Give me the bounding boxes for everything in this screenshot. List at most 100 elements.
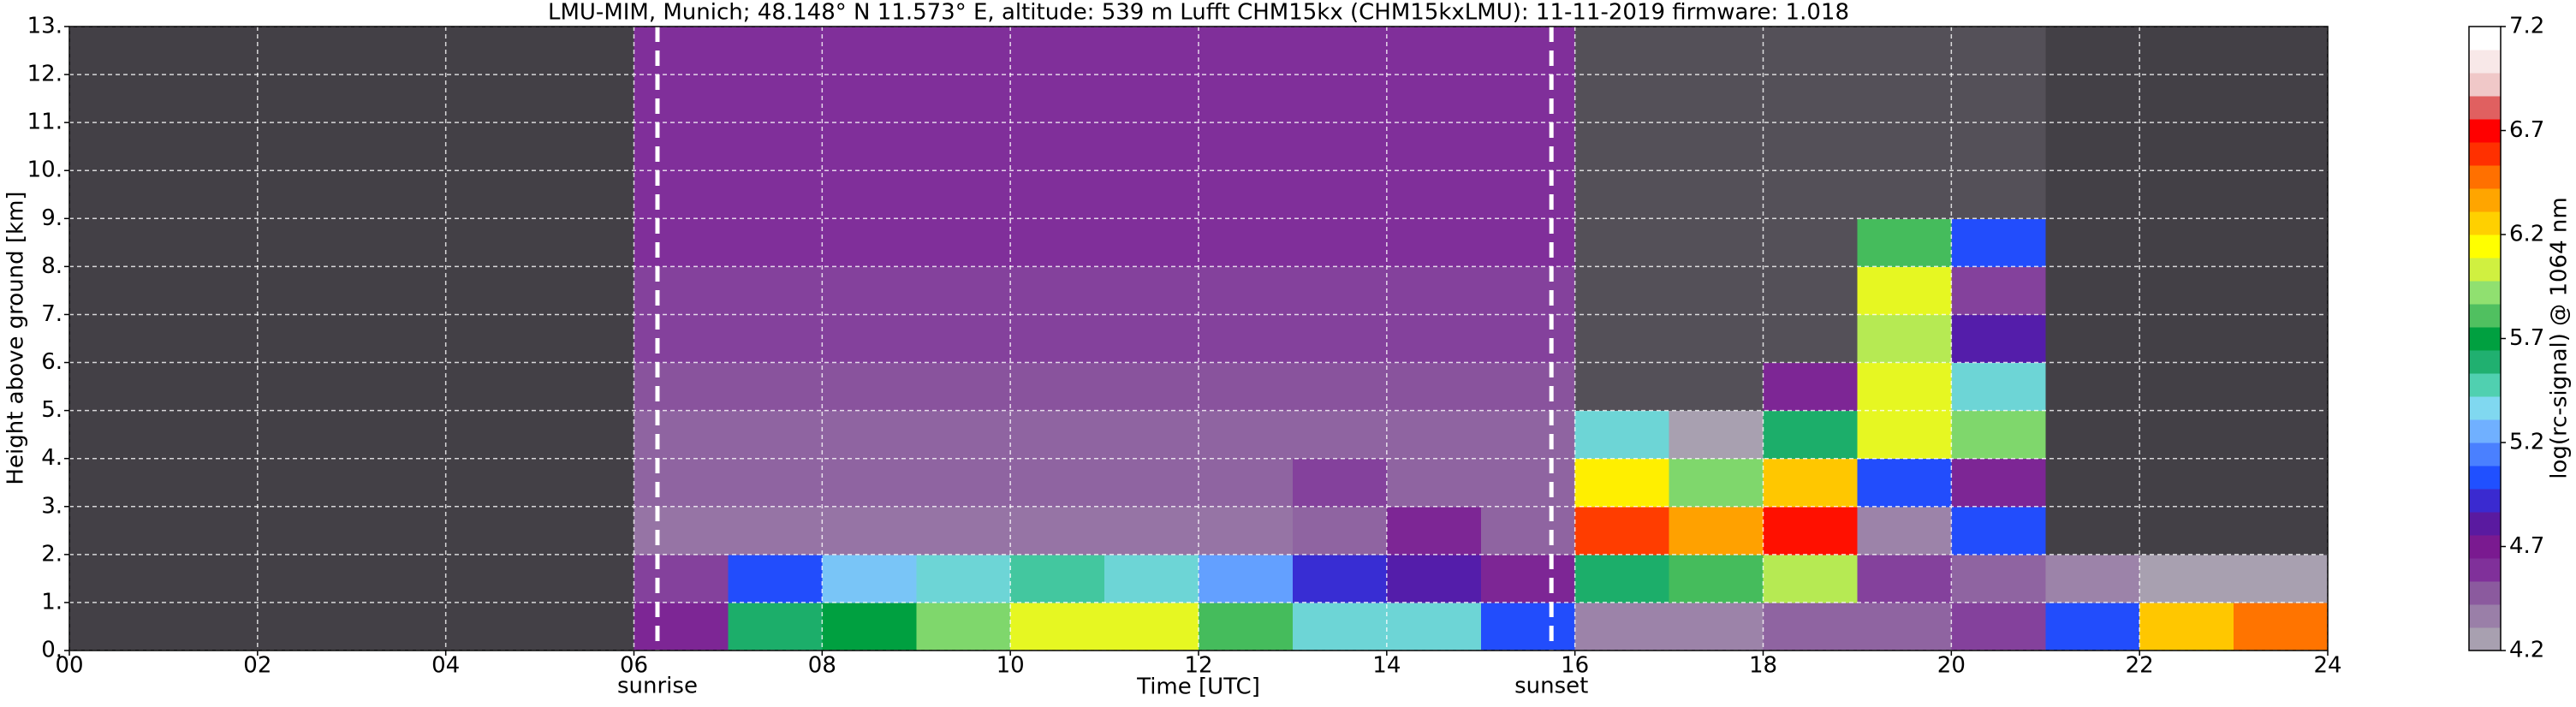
cell bbox=[163, 506, 259, 556]
cell bbox=[2234, 27, 2329, 75]
cell bbox=[1763, 266, 1858, 315]
cell bbox=[2045, 27, 2140, 75]
cell bbox=[445, 602, 541, 651]
cell bbox=[163, 314, 259, 364]
cell bbox=[2045, 218, 2140, 267]
cell bbox=[822, 506, 917, 556]
cell bbox=[2234, 410, 2329, 460]
cell bbox=[1199, 170, 1294, 219]
cell bbox=[2045, 458, 2140, 508]
y-tick-label: 13. bbox=[27, 14, 62, 39]
cell bbox=[1574, 314, 1670, 364]
cell bbox=[728, 458, 823, 508]
cell bbox=[69, 554, 164, 603]
cell bbox=[1669, 362, 1764, 412]
cell bbox=[1574, 218, 1670, 267]
cell bbox=[634, 170, 729, 219]
colorbar-segment bbox=[2469, 558, 2501, 582]
cell bbox=[1763, 314, 1858, 364]
cell bbox=[1857, 218, 1952, 267]
x-tick-label: 24 bbox=[2313, 653, 2341, 679]
cell bbox=[69, 362, 164, 412]
colorbar-segment bbox=[2469, 443, 2501, 466]
cell bbox=[257, 554, 353, 603]
cell bbox=[163, 170, 259, 219]
colorbar-tick-label: 6.2 bbox=[2509, 222, 2544, 247]
cell bbox=[1010, 410, 1105, 460]
x-tick-label: 10 bbox=[996, 653, 1025, 679]
cell bbox=[1010, 122, 1105, 171]
cell bbox=[1104, 170, 1199, 219]
cell bbox=[1669, 170, 1764, 219]
cell bbox=[916, 362, 1011, 412]
cell bbox=[539, 266, 634, 315]
cell bbox=[163, 218, 259, 267]
colorbar-segment bbox=[2469, 304, 2501, 328]
cell bbox=[257, 314, 353, 364]
y-tick-label: 0. bbox=[41, 638, 62, 663]
cell bbox=[822, 410, 917, 460]
cell bbox=[2139, 602, 2234, 651]
cell bbox=[539, 458, 634, 508]
cell bbox=[1574, 170, 1670, 219]
cell bbox=[2045, 314, 2140, 364]
cell bbox=[351, 218, 447, 267]
cell bbox=[634, 554, 729, 603]
cell bbox=[1951, 122, 2046, 171]
cell bbox=[728, 218, 823, 267]
cell bbox=[1104, 602, 1199, 651]
cell bbox=[69, 170, 164, 219]
cell bbox=[916, 506, 1011, 556]
cell bbox=[2234, 122, 2329, 171]
colorbar-segment bbox=[2469, 627, 2501, 651]
cell bbox=[2139, 74, 2234, 123]
cell bbox=[1292, 362, 1388, 412]
y-tick-label: 10. bbox=[27, 157, 62, 183]
cell bbox=[69, 602, 164, 651]
cell bbox=[916, 27, 1011, 75]
cell bbox=[1010, 314, 1105, 364]
annotation-label: sunset bbox=[1514, 674, 1588, 699]
cell bbox=[445, 74, 541, 123]
cell bbox=[2139, 554, 2234, 603]
cell bbox=[634, 458, 729, 508]
cell bbox=[69, 218, 164, 267]
cell bbox=[1951, 266, 2046, 315]
cell bbox=[1199, 122, 1294, 171]
cell bbox=[822, 74, 917, 123]
cell bbox=[1292, 27, 1388, 75]
y-tick-label: 2. bbox=[41, 541, 62, 567]
cell bbox=[1763, 602, 1858, 651]
cell bbox=[1574, 74, 1670, 123]
colorbar-segment bbox=[2469, 96, 2501, 120]
cell bbox=[1010, 266, 1105, 315]
cell bbox=[539, 362, 634, 412]
colorbar-segment bbox=[2469, 466, 2501, 490]
cell bbox=[163, 266, 259, 315]
cell bbox=[1010, 602, 1105, 651]
y-tick-label: 9. bbox=[41, 205, 62, 231]
cell bbox=[1857, 506, 1952, 556]
cell bbox=[728, 122, 823, 171]
cell bbox=[1574, 122, 1670, 171]
cell bbox=[163, 602, 259, 651]
cell bbox=[445, 554, 541, 603]
cell bbox=[1857, 266, 1952, 315]
cell bbox=[1480, 27, 1576, 75]
cell bbox=[1386, 74, 1482, 123]
colorbar-segment bbox=[2469, 235, 2501, 258]
cell bbox=[1480, 266, 1576, 315]
colorbar-segment bbox=[2469, 396, 2501, 420]
cell bbox=[1104, 554, 1199, 603]
cell bbox=[351, 602, 447, 651]
cell bbox=[1951, 170, 2046, 219]
cell bbox=[1480, 554, 1576, 603]
cell bbox=[1386, 554, 1482, 603]
cell bbox=[1386, 602, 1482, 651]
cell bbox=[1386, 27, 1482, 75]
cell bbox=[2234, 314, 2329, 364]
cell bbox=[1763, 218, 1858, 267]
colorbar-tick-label: 5.2 bbox=[2509, 430, 2544, 455]
cell bbox=[728, 362, 823, 412]
y-tick-label: 12. bbox=[27, 62, 62, 87]
